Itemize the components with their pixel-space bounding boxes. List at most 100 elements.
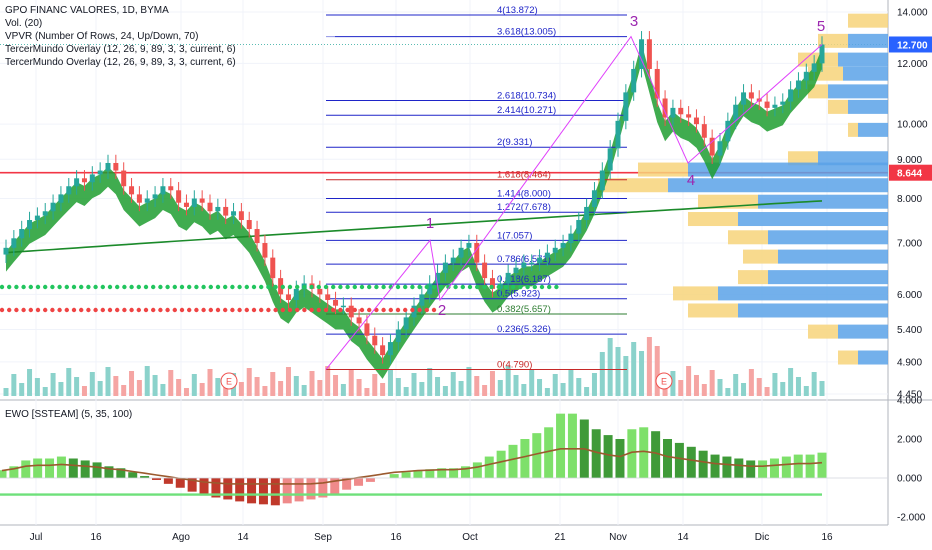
ewo-bar (484, 456, 494, 478)
fib-level-label: 0(4.790) (497, 359, 532, 370)
green-dot (107, 284, 113, 290)
time-tick-label: Ago (172, 532, 190, 543)
green-dot (79, 284, 84, 290)
volume-bar (356, 379, 362, 396)
volume-bar (560, 383, 566, 396)
volume-bar (380, 383, 386, 396)
ewo-bar (270, 478, 280, 506)
green-dot (503, 284, 509, 290)
candle-body (670, 107, 676, 118)
ewo-axis[interactable]: 4.000 2.000 0.000 -2.000 (897, 396, 926, 524)
green-dot (158, 284, 163, 290)
candle-body (513, 267, 519, 273)
green-dot (395, 284, 401, 290)
volume-bar (97, 381, 103, 396)
green-dot (489, 284, 494, 290)
candle-body (42, 211, 48, 216)
volume-bar (372, 374, 378, 396)
legend-symbol[interactable]: GPO FINANC VALORES, 1D, BYMA (5, 5, 169, 16)
volume-bar (482, 385, 488, 396)
red-dot (417, 307, 422, 313)
time-axis[interactable]: Jul 16 Ago 14 Sep 16 Oct 21 Nov 14 Dic 16 (30, 532, 833, 543)
elliott-waves[interactable]: 1 2 3 4 5 E E (220, 13, 825, 390)
ewo-bar (354, 478, 364, 486)
price-tag-label: 8.644 (897, 169, 922, 180)
green-dot (43, 284, 48, 290)
candle-body (646, 39, 652, 69)
fibonacci-extension[interactable]: 4(13.872) 3.618(13.005) 2.618(10.734) 2.414… (326, 5, 627, 370)
green-dot (194, 284, 199, 290)
red-dot (57, 307, 62, 313)
legend-overlay-1[interactable]: TercerMundo Overlay (12, 26, 9, 89, 3, 3… (5, 44, 236, 55)
candle-body (333, 299, 339, 306)
candle-body (246, 220, 252, 230)
candle-body (450, 257, 456, 263)
red-dot (201, 307, 206, 313)
candle-body (788, 89, 794, 102)
red-dot (410, 307, 415, 313)
fib-level-label: 2(9.331) (497, 137, 532, 148)
volume-bar (701, 384, 707, 396)
volume-bar (168, 370, 174, 396)
red-dot (359, 307, 365, 313)
legend-overlay-2[interactable]: TercerMundo Overlay (12, 26, 9, 89, 3, 3… (5, 57, 236, 68)
ewo-bar (306, 478, 316, 500)
red-dot (367, 307, 372, 313)
volume-bar (223, 387, 229, 396)
candle-body (435, 272, 441, 284)
candle-body (81, 178, 87, 183)
price-axis[interactable]: 14.000 12.000 10.000 9.000 8.000 7.000 6.000 5.… (889, 8, 932, 401)
candle-body (639, 39, 645, 69)
red-dot (223, 307, 228, 313)
ewo-bar (674, 442, 684, 478)
vpvr-up-bar (838, 52, 888, 67)
volume-bar (340, 384, 346, 396)
candle-body (623, 92, 629, 121)
time-tick-label: Sep (314, 532, 332, 543)
volume-bar (505, 366, 511, 396)
ewo-bar (793, 454, 803, 478)
ewo-bar (211, 478, 221, 498)
candle-body (113, 162, 119, 171)
volume-bar (513, 375, 519, 396)
price-tick-label: 9.000 (897, 155, 922, 166)
time-tick-label: 14 (677, 532, 689, 543)
red-dot (295, 307, 300, 313)
candle-body (144, 198, 150, 203)
volume-bar (395, 378, 401, 396)
time-tick-label: 21 (554, 532, 566, 543)
wave-path (325, 35, 823, 370)
candle-body (395, 329, 401, 343)
legend-vpvr[interactable]: VPVR (Number Of Rows, 24, Up/Down, 70) (5, 30, 335, 43)
volume-bar (27, 369, 33, 396)
candle-body (105, 162, 111, 171)
red-dot (14, 307, 19, 313)
ewo-bar (163, 478, 173, 484)
vpvr-down-bar (743, 249, 778, 264)
candle-body (662, 98, 668, 118)
vpvr-up-bar (828, 84, 888, 99)
green-dot (280, 284, 285, 290)
volume-bar (686, 366, 692, 396)
volume-bar (50, 373, 56, 396)
red-dot (266, 307, 271, 313)
ewo-tick-label: 4.000 (897, 396, 922, 407)
candle-body (795, 80, 801, 90)
ewo-bar (603, 435, 613, 478)
red-dot (179, 307, 185, 313)
ewo-bar (686, 446, 696, 478)
legend-volume[interactable]: Vol. (20) (5, 18, 43, 29)
fib-level-label: 0.618(6.187) (497, 274, 551, 285)
candle-body (717, 141, 723, 156)
wave-label: 5 (817, 18, 825, 35)
volume-bar (442, 386, 448, 396)
green-dot (467, 284, 473, 290)
candle-body (654, 68, 660, 99)
candle-body (505, 272, 511, 284)
legend-ewo[interactable]: EWO [SSTEAM] (5, 35, 100) (5, 409, 133, 420)
fib-level-label: 2.618(10.734) (497, 91, 556, 102)
ewo-bar (199, 478, 209, 496)
event-label: E (661, 377, 667, 387)
volume-bar (466, 367, 472, 396)
